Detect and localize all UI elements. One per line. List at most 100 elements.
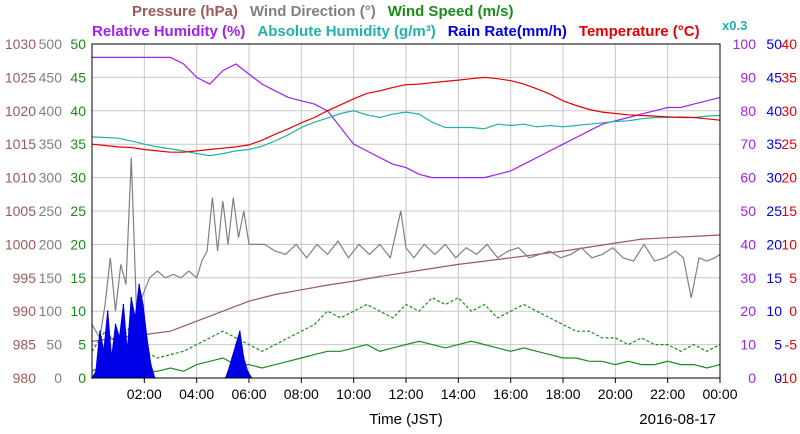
humidity-tick-label: 90 <box>740 69 756 85</box>
wind-speed-tick-label: 10 <box>70 303 86 319</box>
x-tick-label: 00:00 <box>702 386 737 402</box>
rain-tick-label: 35 <box>766 136 782 152</box>
series-wind-speed-m-s-max <box>91 297 721 359</box>
rain-tick-label: 40 <box>766 103 782 119</box>
temperature-tick-label: 15 <box>781 203 797 219</box>
humidity-tick-label: 60 <box>740 170 756 186</box>
temperature-tick-label: 25 <box>781 136 797 152</box>
series-point <box>110 357 113 359</box>
rain-tick-label: 25 <box>766 203 782 219</box>
left-axes: 1030102510201015101010051000995990985980… <box>5 36 86 386</box>
wind-speed-tick-label: 30 <box>70 170 86 186</box>
x-tick-label: 20:00 <box>598 386 633 402</box>
wind-direction-tick-label: 300 <box>39 170 63 186</box>
pressure-tick-label: 1020 <box>5 103 36 119</box>
series-point <box>99 330 101 333</box>
wind-speed-tick-label: 0 <box>78 370 86 386</box>
series-point <box>142 303 144 306</box>
series <box>91 56 721 379</box>
grid <box>92 44 720 378</box>
legend-pressure: Pressure (hPa) <box>132 3 238 20</box>
x-tick-label: 12:00 <box>388 386 423 402</box>
wind-speed-tick-label: 15 <box>70 270 86 286</box>
humidity-tick-label: 20 <box>740 303 756 319</box>
series-point <box>122 303 125 306</box>
wind-direction-tick-label: 400 <box>39 103 63 119</box>
series-pressure-hpa <box>91 234 721 342</box>
pressure-tick-label: 1030 <box>5 36 36 52</box>
wind-speed-tick-label: 5 <box>78 337 86 353</box>
series-relative-humidity <box>92 56 721 179</box>
series-temperature-c <box>91 76 721 153</box>
series-point <box>239 330 241 333</box>
pressure-tick-label: 1005 <box>5 203 36 219</box>
wind-speed-tick-label: 25 <box>70 203 86 219</box>
pressure-tick-label: 985 <box>13 337 37 353</box>
temperature-tick-label: 0 <box>789 303 797 319</box>
pressure-tick-label: 1000 <box>5 236 36 252</box>
series-wind-direction <box>91 157 721 340</box>
x-tick-label: 04:00 <box>179 386 214 402</box>
pressure-tick-label: 1010 <box>5 170 36 186</box>
legend-humidity: Relative Humidity (%) <box>92 23 245 40</box>
humidity-tick-label: 70 <box>740 136 756 152</box>
legend: Pressure (hPa) Wind Direction (°) Wind Spe… <box>92 3 747 40</box>
series-point <box>118 337 121 339</box>
series-point <box>114 323 117 326</box>
pressure-tick-label: 995 <box>13 270 37 286</box>
rain-tick-label: 5 <box>774 337 782 353</box>
x-tick-label: 18:00 <box>545 386 580 402</box>
rain-tick-label: 30 <box>766 170 782 186</box>
x-tick-label: 10:00 <box>336 386 371 402</box>
x-tick-label: 06:00 <box>231 386 266 402</box>
temperature-tick-label: 30 <box>781 103 797 119</box>
x-tick-label: 16:00 <box>493 386 528 402</box>
series-point <box>130 297 133 299</box>
rain-tick-label: 20 <box>766 236 782 252</box>
series-point <box>246 370 249 373</box>
x-tick-label: 08:00 <box>284 386 319 402</box>
humidity-tick-label: 50 <box>740 203 756 219</box>
date-label: 2016-08-17 <box>639 411 716 428</box>
series-point <box>106 310 109 313</box>
series-point <box>231 357 233 359</box>
wind-direction-tick-label: 100 <box>39 303 63 319</box>
wind-direction-tick-label: 350 <box>39 136 63 152</box>
series-point <box>134 317 136 319</box>
x-tick-label: 14:00 <box>441 386 476 402</box>
rain-tick-label: 0 <box>774 370 782 386</box>
series-point <box>126 350 129 353</box>
x-axis: 02:00 04:00 06:00 08:00 10:00 12:00 14:00 16:00… <box>127 378 738 402</box>
temperature-tick-label: 5 <box>789 270 797 286</box>
rain-multiplier: x0.3 <box>722 18 747 33</box>
legend-wind-speed: Wind Speed (m/s) <box>388 3 514 20</box>
temperature-tick-label: -10 <box>777 370 797 386</box>
legend-wind-direction: Wind Direction (°) <box>250 3 376 20</box>
temperature-tick-label: 10 <box>781 236 797 252</box>
legend-temperature: Temperature (°C) <box>579 23 700 40</box>
temperature-tick-label: -5 <box>785 337 798 353</box>
series-rain-rate-mm-h <box>91 284 253 379</box>
wind-direction-tick-label: 50 <box>46 337 62 353</box>
humidity-tick-label: 100 <box>733 36 757 52</box>
wind-direction-tick-label: 450 <box>39 69 63 85</box>
series-point <box>102 350 105 353</box>
wind-speed-tick-label: 45 <box>70 69 86 85</box>
rain-tick-label: 10 <box>766 303 782 319</box>
wind-direction-tick-label: 150 <box>39 270 63 286</box>
series-point <box>242 357 245 359</box>
series-wind-speed-m-s <box>91 340 721 372</box>
series-point <box>138 283 140 286</box>
temperature-tick-label: 40 <box>781 36 797 52</box>
series-point <box>146 337 148 339</box>
legend-abs-humidity: Absolute Humidity (g/m³) <box>257 23 435 40</box>
temperature-tick-label: 35 <box>781 69 797 85</box>
wind-speed-tick-label: 50 <box>70 36 86 52</box>
series-point <box>95 370 97 373</box>
x-axis-label: Time (JST) <box>369 411 443 428</box>
series-point <box>235 343 237 346</box>
series-point <box>150 363 152 366</box>
wind-direction-tick-label: 500 <box>39 36 63 52</box>
humidity-tick-label: 10 <box>740 337 756 353</box>
series-absolute-humidity-g-m <box>91 110 721 157</box>
